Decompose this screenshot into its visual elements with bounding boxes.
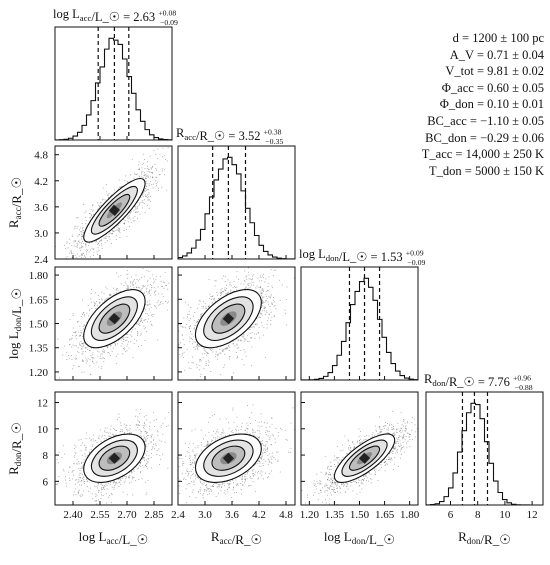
y-axis-label-3: Rdon/R_☉ bbox=[6, 422, 24, 475]
x-axis-label-0: log Lacc/L_☉ bbox=[79, 529, 149, 547]
y-tick-label-2-3: 1.65 bbox=[29, 294, 49, 306]
x-tick-label-3-3: 12 bbox=[527, 509, 538, 521]
x-tick-label-1-3: 4.2 bbox=[252, 509, 266, 521]
parameter-row: Φ_acc = 0.60 ± 0.05 bbox=[441, 80, 544, 95]
panel-frame-3-1 bbox=[177, 391, 296, 506]
y-tick-label-1-0: 2.4 bbox=[34, 254, 48, 266]
y-tick-label-3-1: 8 bbox=[43, 450, 49, 462]
parameter-row: T_acc = 14,000 ± 250 K bbox=[421, 147, 544, 162]
y-tick-label-1-2: 3.6 bbox=[34, 202, 48, 214]
panel-frame-1-0 bbox=[54, 145, 173, 260]
panel-0-0 bbox=[54, 26, 173, 141]
y-axis-label-1: Racc/R_☉ bbox=[6, 177, 24, 228]
panel-frame-0-0 bbox=[54, 26, 173, 141]
density-peak-3-2 bbox=[358, 452, 371, 464]
x-axis-label-1: Racc/R_☉ bbox=[211, 529, 262, 547]
density-peak-1-0 bbox=[108, 204, 121, 216]
y-tick-label-3-3: 12 bbox=[37, 398, 48, 410]
histogram-title-1: Racc/R_☉ = 3.52 +0.38 −0.35 bbox=[176, 124, 285, 146]
histogram-2 bbox=[301, 277, 418, 380]
x-tick-label-1-0: 2.4 bbox=[171, 509, 185, 521]
x-tick-label-0-3: 2.85 bbox=[144, 509, 164, 521]
y-tick-label-2-0: 1.20 bbox=[29, 367, 49, 379]
x-tick-label-1-1: 3.0 bbox=[198, 509, 212, 521]
panel-2-1 bbox=[177, 266, 296, 381]
panel-1-0 bbox=[54, 145, 173, 260]
parameter-row: d = 1200 ± 100 pc bbox=[452, 31, 544, 45]
parameter-row: V_tot = 9.81 ± 0.02 bbox=[445, 64, 544, 79]
x-tick-label-1-2: 3.6 bbox=[225, 509, 239, 521]
histogram-3 bbox=[426, 402, 543, 505]
panel-frame-3-0 bbox=[54, 391, 173, 506]
x-tick-label-0-2: 2.70 bbox=[117, 509, 137, 521]
parameter-row: A_V = 0.71 ± 0.04 bbox=[449, 47, 544, 62]
panel-frame-1-1 bbox=[177, 145, 296, 260]
parameter-row: T_don = 5000 ± 150 K bbox=[429, 163, 544, 178]
panel-2-2 bbox=[300, 266, 419, 381]
parameter-row: BC_acc = −1.10 ± 0.05 bbox=[427, 113, 544, 128]
density-peak-3-1 bbox=[222, 452, 235, 464]
x-tick-label-3-0: 6 bbox=[448, 509, 454, 521]
x-tick-label-2-4: 1.80 bbox=[400, 509, 420, 521]
density-peak-3-0 bbox=[108, 452, 121, 464]
density-peak-2-1 bbox=[222, 313, 235, 325]
parameter-row: BC_don = −0.29 ± 0.06 bbox=[425, 130, 544, 145]
x-tick-label-3-1: 8 bbox=[475, 509, 481, 521]
panel-3-0 bbox=[54, 391, 173, 506]
histogram-title-3: Rdon/R_☉ = 7.76 +0.96 −0.88 bbox=[424, 370, 534, 392]
x-tick-label-2-3: 1.65 bbox=[375, 509, 395, 521]
x-tick-label-3-2: 10 bbox=[499, 509, 511, 521]
y-tick-label-2-1: 1.35 bbox=[29, 343, 49, 355]
panel-1-1 bbox=[177, 145, 296, 260]
parameter-row: Φ_don = 0.10 ± 0.01 bbox=[439, 97, 544, 112]
x-tick-label-1-4: 4.8 bbox=[279, 509, 293, 521]
panel-3-2 bbox=[300, 391, 419, 506]
y-tick-label-1-3: 4.2 bbox=[34, 176, 48, 188]
x-tick-label-2-0: 1.20 bbox=[300, 509, 320, 521]
panel-2-0 bbox=[54, 266, 173, 381]
axes-labels: 2.40 2.55 2.70 2.85 log Lacc/L_☉ 2.4 3.0 3.6 4.2… bbox=[6, 150, 538, 547]
panel-3-1 bbox=[177, 391, 296, 506]
panel-frame-3-3 bbox=[425, 391, 544, 506]
panel-3-3 bbox=[425, 391, 544, 506]
density-peak-2-0 bbox=[108, 313, 121, 325]
y-tick-label-3-2: 10 bbox=[37, 424, 49, 436]
x-axis-label-3: Rdon/R_☉ bbox=[458, 529, 511, 547]
x-axis-label-2: log Ldon/L_☉ bbox=[324, 529, 395, 547]
parameter-list: d = 1200 ± 100 pc A_V = 0.71 ± 0.04 V_tot … bbox=[422, 30, 544, 179]
y-tick-label-3-0: 6 bbox=[43, 476, 49, 488]
y-tick-label-1-1: 3.0 bbox=[34, 228, 48, 240]
histogram-0 bbox=[55, 37, 172, 140]
y-axis-label-2: log Ldon/L_☉ bbox=[6, 288, 24, 359]
y-tick-label-2-2: 1.50 bbox=[29, 319, 49, 331]
histogram-1 bbox=[178, 156, 295, 259]
y-tick-label-2-4: 1.80 bbox=[29, 270, 49, 282]
x-tick-label-0-0: 2.40 bbox=[63, 509, 83, 521]
y-tick-label-1-4: 4.8 bbox=[34, 150, 48, 162]
x-tick-label-2-2: 1.50 bbox=[350, 509, 370, 521]
x-tick-label-0-1: 2.55 bbox=[90, 509, 110, 521]
histogram-title-2: log Ldon/L_☉ = 1.53 +0.09 −0.09 bbox=[299, 245, 427, 267]
histogram-title-0: log Lacc/L_☉ = 2.63 +0.08 −0.09 bbox=[53, 5, 179, 27]
x-tick-label-2-1: 1.35 bbox=[325, 509, 345, 521]
